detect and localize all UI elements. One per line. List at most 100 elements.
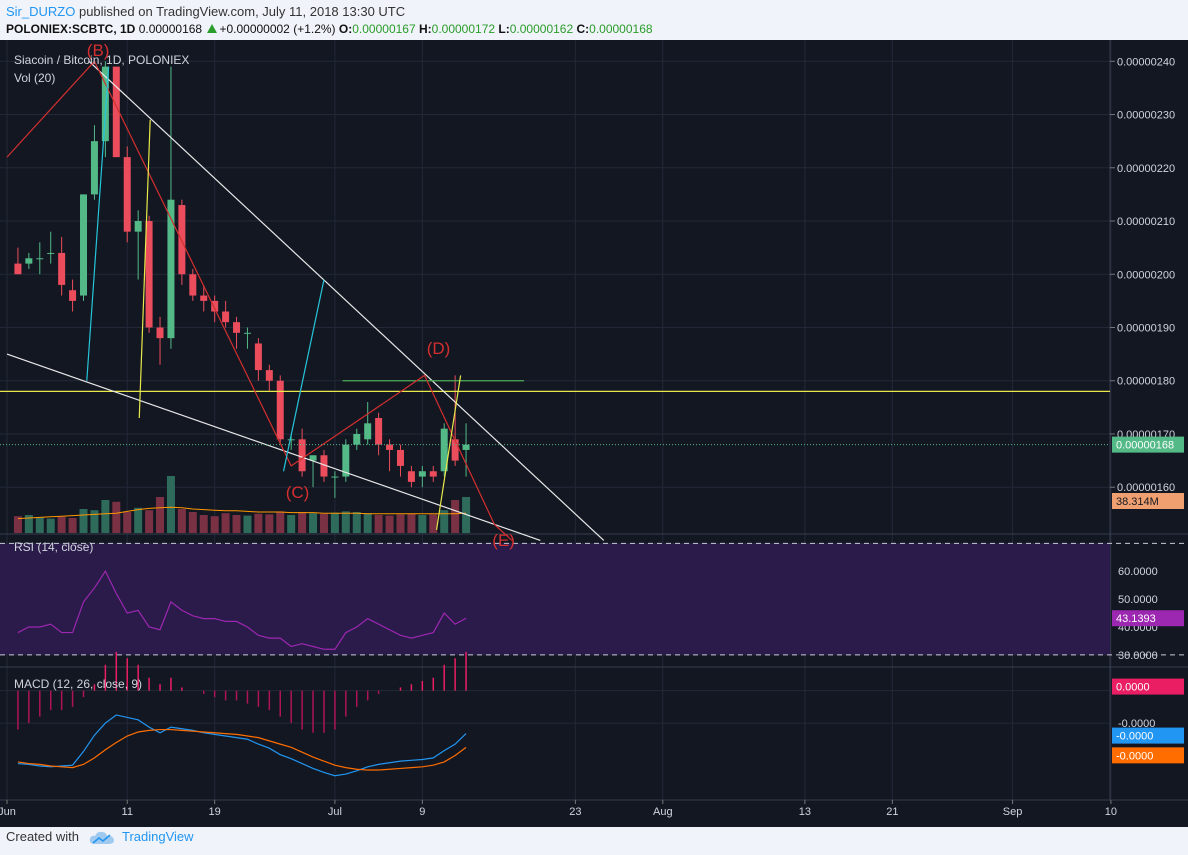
time-tick-label: Aug: [653, 806, 673, 818]
change-value: +0.00000002 (+1.2%): [219, 22, 336, 36]
candle: [342, 439, 350, 482]
volume-bar: [396, 514, 405, 533]
lower-trendline: [6, 353, 541, 542]
published-text: published on TradingView.com, July 11, 2…: [78, 4, 406, 19]
candle: [200, 284, 208, 312]
candle: [233, 316, 241, 349]
price-tick-label: 0.00000240: [1117, 56, 1175, 68]
signal-line: [17, 728, 467, 771]
candle: [145, 215, 153, 333]
volume-bar: [221, 513, 230, 533]
cyan-trendline: [282, 279, 325, 472]
close-value: 0.00000168: [589, 22, 653, 36]
time-tick-label: 11: [122, 806, 133, 818]
candle-body: [429, 471, 437, 477]
trading-chart[interactable]: (B)(C)(D)(E) 0.000001600.000001700.00000…: [0, 40, 1188, 827]
axes: 0.000001600.000001700.000001800.00000190…: [0, 56, 1184, 818]
high-label: H:: [418, 22, 432, 36]
macd-histogram-badge: 0.0000: [1116, 682, 1150, 694]
candle-body: [396, 449, 404, 466]
candle: [265, 364, 273, 392]
volume-bar: [123, 512, 132, 533]
price-tick-label: 0.00000210: [1117, 216, 1175, 228]
volume-bar: [177, 509, 186, 533]
candle-body: [145, 221, 153, 328]
candle-body: [440, 428, 448, 472]
volume-bar: [319, 513, 328, 533]
macd-histogram-badge-bg: [1112, 678, 1184, 695]
volume-bar: [24, 515, 33, 533]
candle-body: [342, 444, 350, 477]
candle: [14, 247, 22, 275]
volume-bar: [440, 510, 449, 533]
time-tick-label: 9: [419, 806, 425, 818]
volume-bar: [112, 501, 121, 533]
candle: [396, 444, 404, 477]
volume-bar: [145, 510, 154, 533]
yellow-trendline: [435, 375, 462, 530]
candle: [222, 300, 230, 328]
price-tick-label: 0.00000190: [1117, 322, 1175, 334]
author-link[interactable]: Sir_DURZO: [6, 4, 76, 19]
volume-bar: [101, 500, 110, 533]
candle-body: [233, 322, 241, 333]
candle: [90, 125, 98, 200]
indicator-lines: [17, 570, 467, 777]
volume-sma-line: [17, 506, 467, 520]
candle-body: [353, 433, 361, 445]
publish-header: Sir_DURZO published on TradingView.com, …: [6, 4, 405, 19]
candle-body: [375, 418, 383, 445]
volume-bar: [210, 516, 219, 533]
signal-badge-bg: [1112, 747, 1184, 764]
volume-bar: [188, 512, 197, 533]
candle-body: [112, 66, 120, 158]
candle-body: [167, 199, 175, 339]
candle-body: [80, 194, 88, 296]
candle-body: [69, 290, 77, 301]
created-with-text: Created with: [6, 829, 79, 844]
volume-bar: [352, 512, 361, 533]
tradingview-cloud-icon: [89, 831, 114, 844]
candle: [36, 242, 44, 275]
rsi-line: [17, 570, 467, 650]
candle-body: [254, 343, 262, 371]
candle-body: [331, 476, 339, 478]
rsi-badge-bg: [1112, 610, 1184, 627]
volume-bar: [243, 515, 252, 533]
time-tick-label: 13: [799, 806, 811, 818]
candle-body: [14, 263, 22, 275]
candles: [14, 61, 470, 498]
candle: [276, 375, 284, 445]
candle-body: [298, 439, 306, 472]
ohlc-header: POLONIEX:SCBTC, 1D 0.00000168 +0.0000000…: [6, 22, 653, 36]
time-tick-label: 10: [1105, 806, 1117, 818]
footer: Created with TradingView: [6, 829, 194, 845]
candle-body: [178, 205, 186, 275]
price-tick-label: 0.00000230: [1117, 110, 1175, 122]
rsi-band-fill: [0, 543, 1110, 655]
candle: [25, 252, 33, 269]
tradingview-link[interactable]: TradingView: [122, 829, 194, 844]
volume-bar: [276, 511, 285, 533]
candle-body: [189, 274, 197, 296]
candle-body: [134, 221, 142, 232]
rsi-pane-title: RSI (14, close): [14, 540, 93, 554]
candle: [364, 402, 372, 445]
pane-labels: Siacoin / Bitcoin, 1D, POLONIEX Vol (20) R…: [14, 53, 189, 691]
signal-badge: -0.0000: [1116, 750, 1153, 762]
rsi-tick-label: 30.0000: [1118, 650, 1158, 662]
candle: [298, 428, 306, 477]
volume-bar: [429, 514, 438, 533]
candle-body: [101, 66, 109, 142]
candle: [47, 231, 55, 264]
macd-badge: -0.0000: [1116, 731, 1153, 743]
low-label: L:: [498, 22, 510, 36]
macd-badge-bg: [1112, 727, 1184, 744]
volume-bar: [363, 513, 372, 533]
time-tick-label: 19: [209, 806, 221, 818]
volume-bar: [451, 500, 460, 533]
high-value: 0.00000172: [431, 22, 496, 36]
candle: [331, 471, 339, 498]
volume-bar: [134, 507, 143, 533]
candle-body: [418, 471, 426, 477]
